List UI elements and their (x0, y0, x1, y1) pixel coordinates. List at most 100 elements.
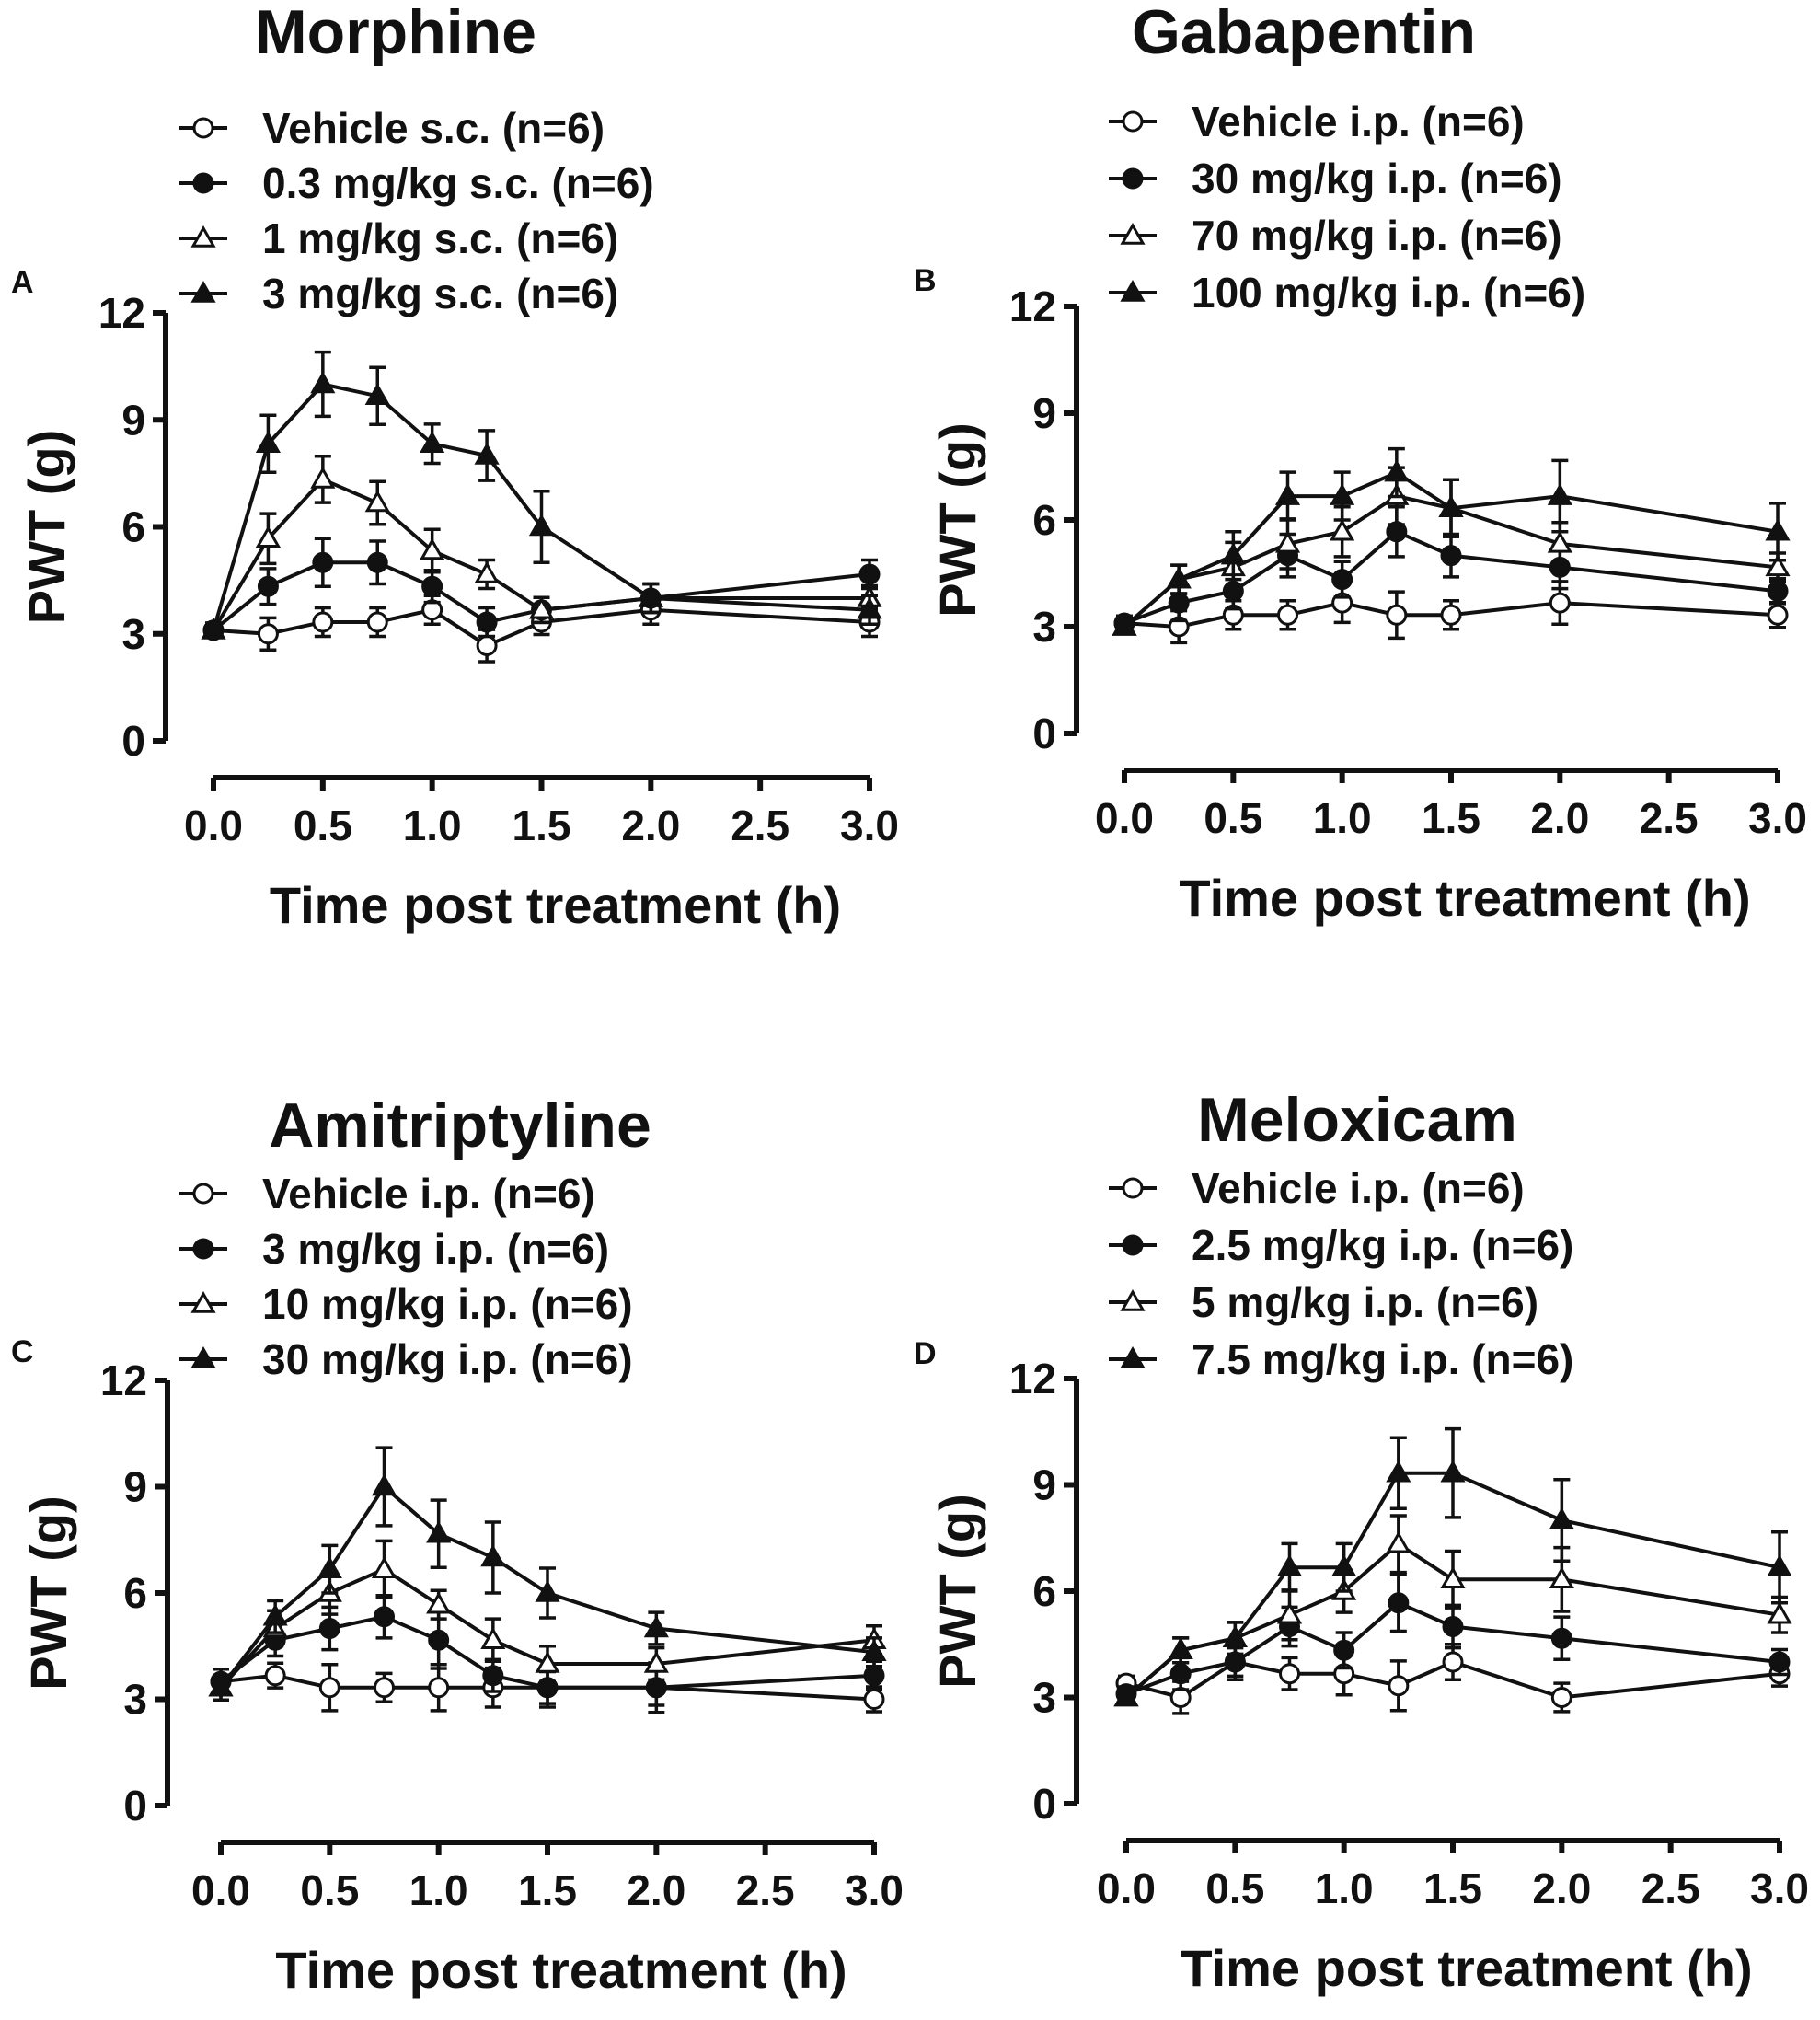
y-axis-label: PWT (g) (19, 1495, 77, 1690)
data-point (420, 431, 445, 453)
legend-label: Vehicle i.p. (n=6) (262, 1170, 595, 1218)
legend-label: 5 mg/kg i.p. (n=6) (1192, 1278, 1538, 1326)
data-point (1550, 1627, 1572, 1649)
x-axis-label: Time post treatment (h) (270, 876, 841, 934)
y-tick-label: 3 (1032, 603, 1056, 651)
data-point (366, 611, 388, 633)
legend-item: 1 mg/kg s.c. (n=6) (179, 214, 618, 262)
data-point (857, 596, 882, 619)
plot-area (201, 350, 882, 664)
data-point (1330, 518, 1355, 541)
data-point (1547, 483, 1572, 505)
data-point (1274, 530, 1301, 553)
data-point (312, 611, 334, 633)
plot-area (1113, 1426, 1792, 1715)
data-point (428, 1677, 450, 1699)
x-ticks: 0.0 0.5 1.0 1.5 2.0 2.5 3.0 (1095, 770, 1807, 842)
x-tick-label: 2.0 (627, 1866, 685, 1914)
data-point (1767, 1554, 1792, 1576)
data-point (366, 551, 388, 573)
x-tick-label: 2.5 (731, 802, 789, 849)
y-tick-label: 6 (121, 503, 145, 551)
data-point (1169, 1663, 1192, 1685)
data-point (863, 1689, 885, 1710)
data-point (1386, 1530, 1411, 1553)
data-point (1388, 1592, 1410, 1614)
data-point (1384, 459, 1410, 482)
panel-c: Amitriptyline C Vehicle i.p. (n=6) 3 mg/k… (11, 1091, 904, 1999)
legend-marker (1122, 1177, 1144, 1199)
y-axis-label: PWT (g) (17, 430, 75, 624)
x-tick-label: 3.0 (845, 1866, 904, 1914)
data-point (1276, 1554, 1303, 1576)
data-point (257, 623, 279, 645)
y-tick-label: 9 (1032, 1461, 1056, 1509)
data-point (1168, 1637, 1193, 1660)
data-point (1331, 569, 1353, 591)
data-point (1333, 1639, 1355, 1661)
data-point (1168, 592, 1190, 614)
data-point (318, 1677, 340, 1699)
legend-marker (192, 117, 214, 139)
legend: Vehicle s.c. (n=6) 0.3 mg/kg s.c. (n=6) 1 … (179, 104, 654, 317)
data-point (1331, 1554, 1357, 1576)
legend-label: 2.5 mg/kg i.p. (n=6) (1192, 1221, 1573, 1269)
legend-label: 3 mg/kg s.c. (n=6) (262, 270, 618, 317)
y-tick-label: 6 (1032, 1567, 1056, 1615)
legend-item: Vehicle s.c. (n=6) (179, 104, 605, 152)
data-point (364, 383, 390, 406)
legend-marker (1122, 1234, 1144, 1256)
y-tick-label: 6 (1032, 496, 1056, 544)
data-point (201, 617, 226, 640)
x-tick-label: 2.5 (1640, 794, 1699, 842)
data-point (1440, 1460, 1466, 1483)
legend-marker (1120, 222, 1146, 245)
panel-title: Morphine (255, 0, 536, 67)
y-tick-label: 9 (1032, 389, 1056, 437)
data-point (1768, 1651, 1791, 1673)
plot-area (1112, 446, 1791, 645)
data-point (1549, 1566, 1574, 1589)
x-tick-label: 2.5 (1641, 1864, 1700, 1912)
x-tick-label: 0.0 (191, 1866, 250, 1914)
y-tick-label: 0 (1032, 1780, 1056, 1828)
series-4 (201, 350, 882, 640)
x-tick-label: 0.5 (1205, 1864, 1264, 1912)
data-point (1388, 1675, 1410, 1697)
legend-item: 2.5 mg/kg i.p. (n=6) (1109, 1221, 1573, 1269)
x-tick-label: 1.5 (1422, 794, 1480, 842)
legend-label: 30 mg/kg i.p. (n=6) (1192, 155, 1562, 202)
panel-b: Gabapentin B Vehicle i.p. (n=6) 30 mg/kg … (914, 0, 1807, 927)
data-point (426, 1591, 452, 1614)
legend: Vehicle i.p. (n=6) 2.5 mg/kg i.p. (n=6) 5 … (1109, 1164, 1573, 1383)
data-point (208, 1674, 234, 1697)
legend-marker (190, 1345, 216, 1368)
data-point (1279, 1663, 1300, 1685)
legend-label: 100 mg/kg i.p. (n=6) (1192, 269, 1585, 317)
data-point (528, 514, 555, 537)
data-point (1440, 604, 1462, 626)
x-tick-label: 3.0 (1750, 1864, 1809, 1912)
data-point (364, 490, 390, 513)
x-tick-label: 0.5 (300, 1866, 359, 1914)
legend-item: 70 mg/kg i.p. (n=6) (1109, 212, 1562, 260)
data-point (474, 561, 500, 583)
data-point (1113, 1684, 1139, 1707)
panel-letter: B (914, 263, 937, 298)
data-point (1277, 604, 1298, 626)
data-point (318, 1618, 340, 1639)
data-point (1765, 554, 1791, 577)
data-point (1220, 542, 1246, 565)
legend-label: 1 mg/kg s.c. (n=6) (262, 214, 618, 262)
x-tick-label: 1.0 (403, 802, 462, 849)
legend: Vehicle i.p. (n=6) 30 mg/kg i.p. (n=6) 70 … (1109, 98, 1585, 317)
legend-label: Vehicle s.c. (n=6) (262, 104, 605, 152)
legend-marker (190, 280, 216, 303)
data-point (374, 1677, 395, 1699)
x-tick-label: 0.5 (294, 802, 352, 849)
y-tick-label: 3 (1032, 1674, 1056, 1722)
legend-item: Vehicle i.p. (n=6) (179, 1170, 595, 1218)
data-point (643, 1615, 669, 1638)
legend: Vehicle i.p. (n=6) 3 mg/kg i.p. (n=6) 10 m… (179, 1170, 633, 1383)
